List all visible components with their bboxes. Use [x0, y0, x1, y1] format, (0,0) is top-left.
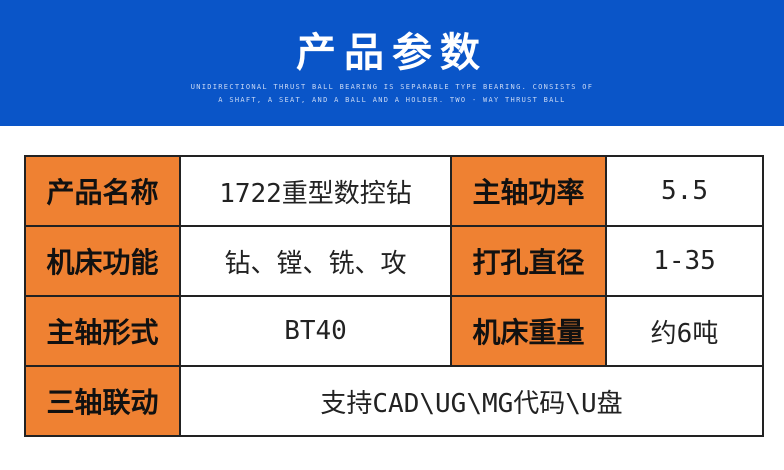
spec-value: 1-35 [605, 225, 764, 297]
spec-value: 支持CAD\UG\MG代码\U盘 [179, 365, 764, 437]
spec-value: 约6吨 [605, 295, 764, 367]
spec-label: 打孔直径 [450, 225, 607, 297]
table-row: 主轴形式 BT40 机床重量 约6吨 [24, 295, 764, 367]
spec-value: BT40 [179, 295, 452, 367]
table-row: 产品名称 1722重型数控钻 主轴功率 5.5 [24, 155, 764, 227]
spec-label: 主轴形式 [24, 295, 181, 367]
spec-value: 5.5 [605, 155, 764, 227]
table-row: 三轴联动 支持CAD\UG\MG代码\U盘 [24, 365, 764, 437]
table-row: 机床功能 钻、镗、铣、攻 打孔直径 1-35 [24, 225, 764, 297]
spec-value: 1722重型数控钻 [179, 155, 452, 227]
spec-label: 产品名称 [24, 155, 181, 227]
spec-label: 机床重量 [450, 295, 607, 367]
spec-value: 钻、镗、铣、攻 [179, 225, 452, 297]
page-title: 产品参数 [296, 30, 488, 76]
spec-label: 三轴联动 [24, 365, 181, 437]
subtitle-line-2: A SHAFT, A SEAT, AND A BALL AND A HOLDER… [218, 96, 566, 104]
spec-label: 主轴功率 [450, 155, 607, 227]
header-banner: 产品参数 UNIDIRECTIONAL THRUST BALL BEARING … [0, 0, 784, 126]
subtitle-line-1: UNIDIRECTIONAL THRUST BALL BEARING IS SE… [190, 83, 594, 91]
spec-table: 产品名称 1722重型数控钻 主轴功率 5.5 机床功能 钻、镗、铣、攻 打孔直… [24, 155, 764, 437]
spec-label: 机床功能 [24, 225, 181, 297]
